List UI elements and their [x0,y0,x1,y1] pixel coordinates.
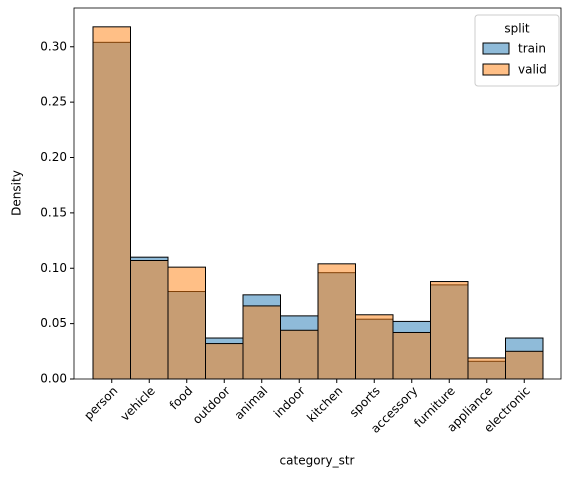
bar [467,357,506,380]
bar [280,329,319,380]
x-tick-label: kitchen [304,384,345,425]
y-tick-label: 0.20 [40,150,67,164]
bar [205,343,244,380]
x-tick-label: person [81,384,120,423]
bar [317,263,356,380]
bar [355,314,394,380]
y-tick-label: 0.00 [40,372,67,386]
legend-label: train [518,42,546,56]
y-tick-label: 0.05 [40,316,67,330]
x-tick-label: vehicle [118,384,158,424]
bar [92,26,131,380]
y-tick-label: 0.25 [40,95,67,109]
bar [392,331,431,380]
legend-swatch [482,42,510,55]
bar [130,260,169,380]
y-axis-label: Density [10,170,24,216]
y-tick-label: 0.30 [40,39,67,53]
x-tick-label: indoor [271,384,308,421]
bar [505,350,544,380]
x-tick-label: animal [232,384,271,423]
legend-swatch [482,63,510,76]
bar [242,305,281,380]
x-tick-label: sports [347,384,383,420]
x-tick-label: outdoor [190,384,233,427]
y-tick-label: 0.15 [40,205,67,219]
x-axis-label: category_str [280,454,355,468]
x-tick-label: food [167,384,196,413]
plot-frame [73,7,562,380]
legend-label: valid [518,63,547,77]
legend-title: split [504,22,530,36]
bar [430,281,469,380]
bar [167,266,206,380]
y-tick-label: 0.10 [40,261,67,275]
